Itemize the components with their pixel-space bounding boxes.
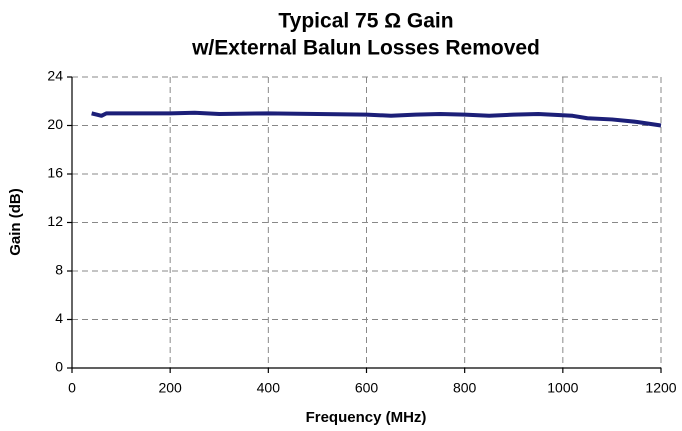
x-tick-label: 0 (68, 380, 76, 396)
chart-subtitle: w/External Balun Losses Removed (191, 37, 540, 60)
y-tick-label: 4 (55, 310, 63, 326)
x-tick-label: 600 (355, 380, 379, 396)
x-axis-label: Frequency (MHz) (306, 409, 427, 426)
y-tick-label: 20 (47, 116, 63, 132)
x-tick-label: 800 (453, 380, 477, 396)
y-tick-label: 0 (55, 359, 63, 375)
y-tick-label: 24 (47, 68, 63, 84)
y-tick-label: 16 (47, 165, 63, 181)
y-axis-label: Gain (dB) (7, 188, 24, 256)
data-line (91, 110, 662, 128)
chart-title: Typical 75 Ω Gain (278, 10, 453, 33)
y-tick-label: 8 (55, 262, 63, 278)
y-tick-label: 12 (47, 213, 63, 229)
x-tick-label: 1000 (547, 380, 578, 396)
x-tick-label: 1200 (645, 380, 676, 396)
x-tick-label: 400 (257, 380, 281, 396)
x-tick-label: 200 (158, 380, 182, 396)
